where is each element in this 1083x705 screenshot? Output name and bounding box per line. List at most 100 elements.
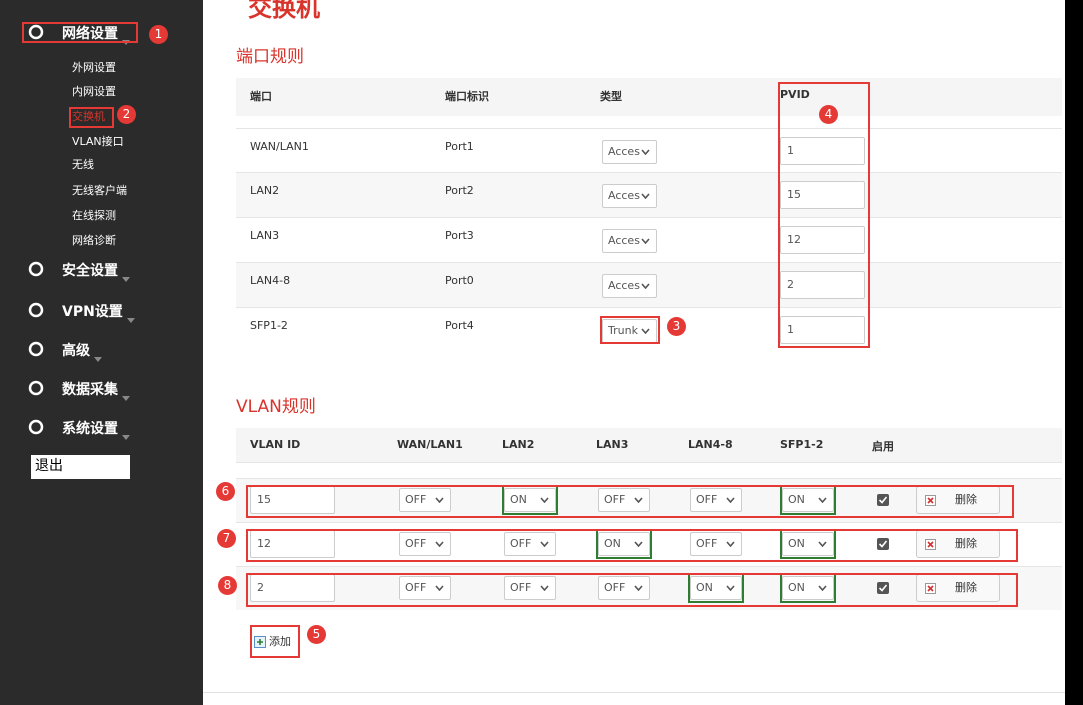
port-select[interactable]: OFF — [399, 488, 451, 512]
port-select[interactable]: OFF — [598, 576, 650, 600]
add-button[interactable]: 添加 — [252, 630, 300, 654]
highlight-box — [600, 316, 660, 344]
chevron — [540, 497, 549, 503]
port-id: Port2 — [445, 184, 474, 197]
column-header: 端口 — [250, 90, 272, 103]
highlight-box — [246, 485, 1014, 518]
pvid-input[interactable]: 2 — [780, 271, 865, 299]
port-id: Port1 — [445, 140, 474, 153]
menu-item[interactable]: 高级 — [62, 343, 90, 359]
section-title: 端口规则 — [236, 47, 304, 67]
port-select[interactable]: OFF — [504, 532, 556, 556]
delete-button[interactable]: 删除 — [916, 486, 1000, 514]
port-select[interactable]: ON — [598, 532, 650, 556]
chevron — [641, 149, 650, 155]
section-title: VLAN规则 — [236, 397, 316, 417]
submenu-item[interactable]: 交换机 — [72, 110, 105, 123]
chevron — [726, 541, 735, 547]
port-select[interactable]: ON — [782, 532, 834, 556]
column-header: LAN4-8 — [688, 438, 733, 451]
menu-caret — [94, 348, 102, 362]
menu-item[interactable]: 安全设置 — [62, 263, 118, 279]
port-name: SFP1-2 — [250, 319, 288, 332]
submenu-item[interactable]: 无线 — [72, 158, 94, 171]
highlight-box — [250, 625, 300, 658]
pvid-input[interactable]: 1 — [780, 316, 865, 344]
port-select[interactable]: ON — [690, 576, 742, 600]
page-title: 交换机 — [248, 0, 320, 22]
menu-item[interactable]: VPN设置 — [62, 304, 123, 320]
port-select[interactable]: ON — [782, 576, 834, 600]
table-row — [236, 462, 1062, 478]
chevron — [540, 541, 549, 547]
chevron — [641, 328, 650, 334]
port-id: Port4 — [445, 319, 474, 332]
menu-icon — [26, 418, 46, 436]
type-select[interactable]: Acces — [602, 229, 657, 253]
chevron — [641, 238, 650, 244]
port-select[interactable]: ON — [782, 488, 834, 512]
highlight-box — [69, 107, 114, 128]
add-icon — [254, 636, 266, 648]
type-select[interactable]: Acces — [602, 184, 657, 208]
port-select[interactable]: OFF — [399, 576, 451, 600]
delete-icon — [925, 583, 936, 594]
scroll-edge — [1065, 0, 1083, 705]
column-header: LAN2 — [502, 438, 535, 451]
divider — [203, 692, 1065, 693]
chevron — [634, 585, 643, 591]
table-header-bg — [236, 78, 1062, 116]
callout-badge: 6 — [216, 482, 235, 501]
submenu-item[interactable]: 内网设置 — [72, 85, 116, 98]
chevron — [641, 193, 650, 199]
menu-item[interactable]: 数据采集 — [62, 382, 118, 398]
submenu-item[interactable]: 外网设置 — [72, 61, 116, 74]
menu-item[interactable]: 系统设置 — [62, 421, 118, 437]
vlan-id-input[interactable]: 15 — [250, 486, 335, 514]
column-header: 类型 — [600, 90, 622, 103]
column-header: SFP1-2 — [780, 438, 824, 451]
menu-icon — [26, 301, 46, 319]
delete-icon — [925, 539, 936, 550]
port-select[interactable]: OFF — [690, 532, 742, 556]
enable-checkbox[interactable] — [877, 538, 889, 550]
port-select[interactable]: OFF — [690, 488, 742, 512]
pvid-input[interactable]: 15 — [780, 181, 865, 209]
type-select[interactable]: Acces — [602, 140, 657, 164]
enable-checkbox[interactable] — [877, 582, 889, 594]
port-select[interactable]: OFF — [504, 576, 556, 600]
submenu-item[interactable]: 在线探测 — [72, 209, 116, 222]
port-name: LAN2 — [250, 184, 280, 197]
vlan-id-input[interactable]: 12 — [250, 530, 335, 558]
table-header-bg — [236, 428, 1062, 462]
port-select[interactable]: OFF — [399, 532, 451, 556]
delete-button[interactable]: 删除 — [916, 530, 1000, 558]
column-header: 端口标识 — [445, 90, 489, 103]
menu-icon — [26, 23, 46, 41]
port-select[interactable]: OFF — [598, 488, 650, 512]
menu-icon — [26, 379, 46, 397]
chevron — [641, 283, 650, 289]
column-header: VLAN ID — [250, 438, 301, 451]
sidebar — [0, 0, 203, 705]
delete-button[interactable]: 删除 — [916, 574, 1000, 602]
menu-item[interactable]: 网络设置 — [62, 26, 118, 42]
column-header: WAN/LAN1 — [397, 438, 463, 451]
submenu-item[interactable]: 网络诊断 — [72, 234, 116, 247]
submenu-item[interactable]: 无线客户端 — [72, 184, 127, 197]
port-name: LAN3 — [250, 229, 280, 242]
logout-button[interactable]: 退出 — [31, 455, 130, 479]
column-header: PVID — [780, 88, 810, 101]
callout-badge: 7 — [217, 529, 236, 548]
callout-badge: 8 — [218, 576, 237, 595]
enable-checkbox[interactable] — [877, 494, 889, 506]
port-id: Port3 — [445, 229, 474, 242]
pvid-input[interactable]: 1 — [780, 137, 865, 165]
pvid-input[interactable]: 12 — [780, 226, 865, 254]
port-select[interactable]: ON — [504, 488, 556, 512]
submenu-item[interactable]: VLAN接口 — [72, 135, 124, 148]
callout-badge: 5 — [307, 625, 326, 644]
type-select[interactable]: Acces — [602, 274, 657, 298]
column-header: LAN3 — [596, 438, 629, 451]
